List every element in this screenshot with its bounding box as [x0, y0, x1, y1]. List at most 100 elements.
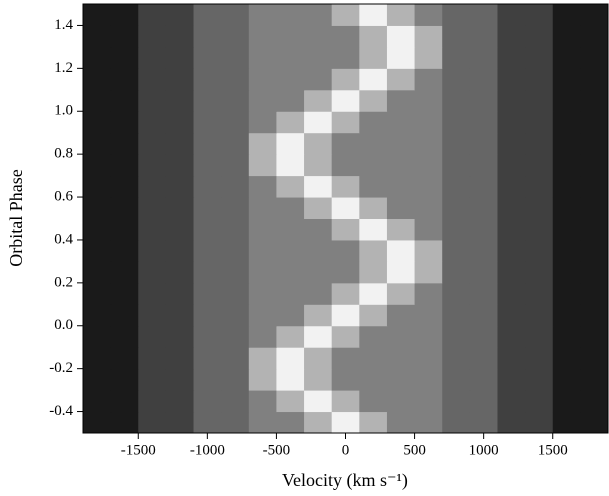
heat-cell: [386, 261, 416, 284]
heat-cell: [469, 411, 498, 434]
heat-cell: [414, 197, 443, 219]
heat-cell: [110, 239, 139, 262]
x-tick-label: 500: [403, 442, 426, 458]
heat-cell: [525, 46, 554, 69]
heat-cell: [359, 197, 388, 219]
heat-cell: [359, 68, 388, 91]
heat-cell: [497, 197, 526, 219]
heat-cell: [386, 347, 416, 370]
heat-cell: [552, 89, 581, 112]
heat-cell: [83, 347, 112, 370]
heat-cell: [552, 4, 581, 26]
heat-cell: [248, 261, 277, 284]
heat-cell: [386, 390, 416, 413]
heat-cell: [304, 4, 333, 26]
heat-cell: [276, 325, 305, 348]
heat-cell: [138, 261, 167, 284]
heat-cell: [248, 325, 277, 348]
heat-cell: [359, 347, 388, 370]
heat-cell: [248, 4, 277, 26]
heat-cell: [580, 304, 609, 327]
heat-cell: [165, 390, 195, 413]
heat-cell: [469, 4, 498, 26]
heat-cell: [359, 25, 388, 48]
heat-cell: [304, 368, 333, 391]
heat-cell: [469, 239, 498, 262]
heat-cell: [497, 46, 526, 69]
heat-cell: [442, 132, 471, 155]
heat-cell: [386, 239, 416, 262]
heat-cell: [83, 154, 112, 177]
heat-cell: [138, 4, 167, 26]
heat-cell: [138, 46, 167, 69]
heat-cell: [304, 218, 333, 241]
heat-cell: [525, 197, 554, 219]
heat-cell: [580, 368, 609, 391]
heat-cell: [525, 282, 554, 305]
heat-cell: [193, 282, 222, 305]
heat-cell: [304, 175, 333, 198]
heat-cell: [304, 111, 333, 134]
heat-cell: [442, 4, 471, 26]
heat-cell: [525, 154, 554, 177]
heat-cell: [442, 175, 471, 198]
heat-cell: [552, 239, 581, 262]
heat-cell: [165, 282, 195, 305]
heat-cell: [165, 46, 195, 69]
heat-cell: [138, 218, 167, 241]
heat-cell: [110, 197, 139, 219]
heat-cell: [110, 46, 139, 69]
heat-cell: [165, 325, 195, 348]
heat-cell: [165, 68, 195, 91]
heat-cell: [165, 347, 195, 370]
heat-cell: [442, 411, 471, 434]
heat-cell: [414, 282, 443, 305]
heat-cell: [580, 46, 609, 69]
heat-cell: [83, 175, 112, 198]
heat-cell: [442, 368, 471, 391]
y-tick-label: -0.4: [49, 403, 73, 419]
heat-cell: [580, 4, 609, 26]
y-tick-label: 0.8: [54, 146, 73, 162]
heat-cell: [248, 368, 277, 391]
heat-cell: [138, 89, 167, 112]
heat-cell: [276, 390, 305, 413]
heat-cell: [580, 218, 609, 241]
heat-cell: [138, 25, 167, 48]
heat-cell: [165, 132, 195, 155]
heat-cell: [193, 68, 222, 91]
heat-cell: [83, 111, 112, 134]
heat-cell: [442, 89, 471, 112]
heat-cell: [442, 154, 471, 177]
heat-cell: [165, 218, 195, 241]
heat-cell: [580, 111, 609, 134]
heat-cell: [304, 154, 333, 177]
heat-cell: [193, 368, 222, 391]
heat-cell: [469, 154, 498, 177]
heat-cell: [386, 304, 416, 327]
heat-cell: [248, 390, 277, 413]
heat-cell: [248, 411, 277, 434]
heat-cell: [414, 261, 443, 284]
heat-cell: [442, 111, 471, 134]
heat-cell: [442, 390, 471, 413]
heat-cell: [552, 411, 581, 434]
heat-cell: [386, 325, 416, 348]
heat-cell: [138, 68, 167, 91]
heat-cell: [193, 325, 222, 348]
heat-cell: [221, 411, 250, 434]
heat-cell: [552, 46, 581, 69]
y-tick-label: 0.2: [54, 274, 73, 290]
heat-cell: [442, 25, 471, 48]
heat-cell: [221, 4, 250, 26]
heat-cell: [359, 4, 388, 26]
heat-cell: [331, 218, 360, 241]
heat-cell: [497, 239, 526, 262]
heat-cell: [83, 89, 112, 112]
heat-cell: [138, 390, 167, 413]
heat-cell: [304, 46, 333, 69]
heat-cell: [276, 111, 305, 134]
heat-cell: [442, 347, 471, 370]
heat-cell: [331, 89, 360, 112]
heat-cell: [193, 89, 222, 112]
